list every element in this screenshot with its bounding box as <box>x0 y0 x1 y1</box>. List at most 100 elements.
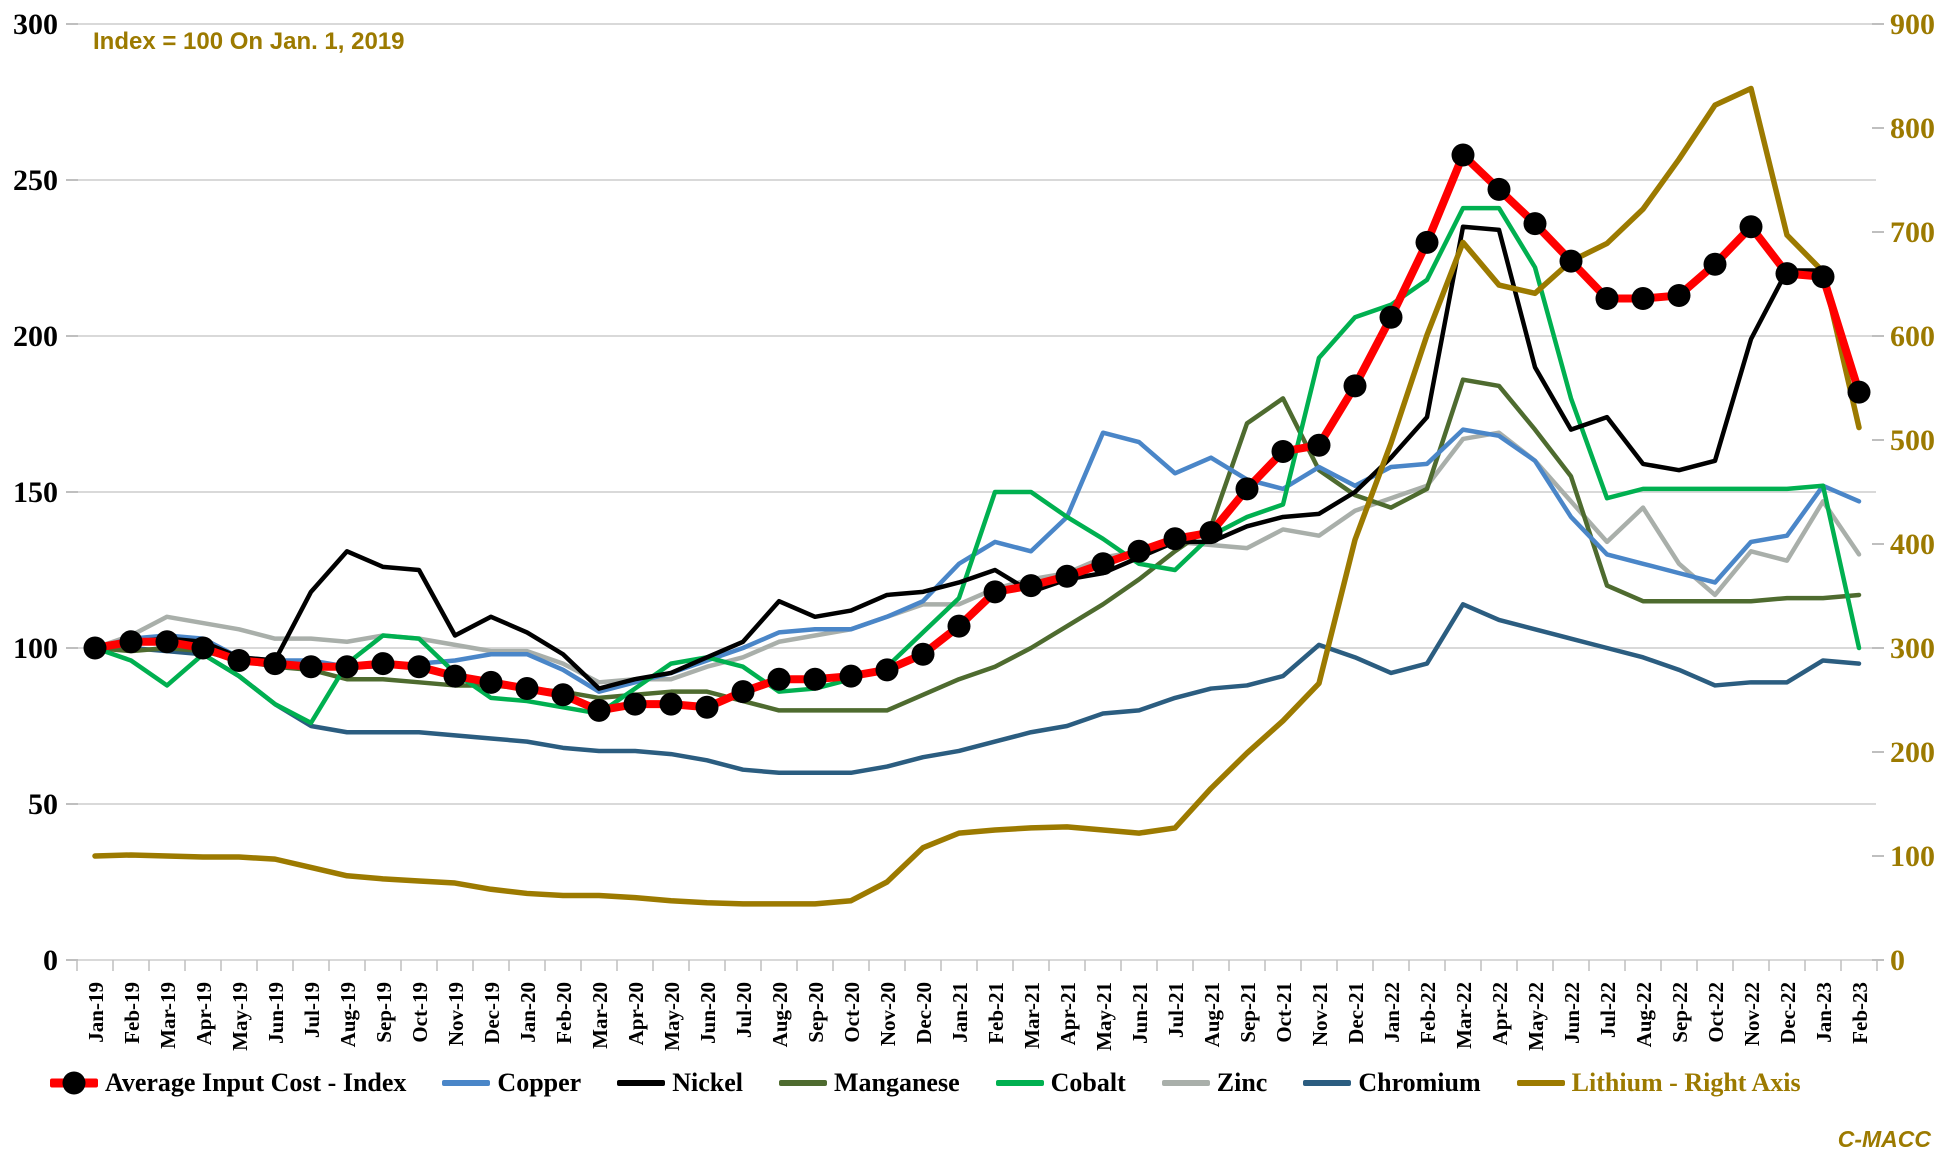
chart-legend: Average Input Cost - Index Copper Nickel Ma… <box>50 1068 1801 1098</box>
x-axis-label: Jan-19 <box>84 982 108 1043</box>
series-marker-dot <box>1163 527 1187 551</box>
legend-marker-icon <box>50 1071 98 1095</box>
legend-item-cobalt: Cobalt <box>995 1068 1126 1098</box>
series-line-lithium-right-axis <box>92 85 1862 907</box>
series-marker-dot <box>1127 539 1151 563</box>
legend-line-swatch <box>1516 1080 1565 1086</box>
series-marker-dot <box>1055 564 1079 588</box>
legend-item-nickel: Nickel <box>617 1068 743 1098</box>
left-axis-label: 100 <box>13 632 58 665</box>
legend-item-average-input-cost-index: Average Input Cost - Index <box>50 1068 406 1098</box>
x-axis-label: Feb-22 <box>1416 982 1440 1044</box>
series-marker-dot <box>947 614 971 638</box>
x-axis-label: Dec-19 <box>480 982 504 1044</box>
x-axis-label: Aug-20 <box>768 982 792 1047</box>
legend-marker-icon <box>442 1071 491 1095</box>
left-axis-label: 300 <box>13 8 58 41</box>
series-marker-dot <box>1811 265 1835 289</box>
series-marker-dot <box>659 692 683 716</box>
legend-line-swatch <box>778 1080 827 1086</box>
x-axis-label: Aug-21 <box>1200 982 1224 1047</box>
x-axis-label: Apr-20 <box>624 982 648 1045</box>
series-marker-dot <box>479 670 503 694</box>
legend-marker-icon <box>995 1071 1044 1095</box>
series-marker-dot <box>551 683 575 707</box>
series-line-manganese <box>92 377 1862 713</box>
left-axis-label: 150 <box>13 476 58 509</box>
x-axis-label: Jul-20 <box>732 982 756 1038</box>
legend-marker-icon <box>1516 1071 1565 1095</box>
series-marker-dot <box>155 630 179 654</box>
series-marker-dot <box>371 652 395 676</box>
legend-item-lithium-right-axis: Lithium - Right Axis <box>1516 1068 1801 1098</box>
x-axis-label: Feb-19 <box>120 982 144 1044</box>
right-axis-label: 0 <box>1890 944 1905 977</box>
series-line-cobalt <box>92 205 1862 726</box>
legend-marker-icon <box>1303 1071 1352 1095</box>
x-axis-label: Jul-22 <box>1596 982 1620 1038</box>
series-marker-dot <box>1739 215 1763 239</box>
right-axis-label: 600 <box>1890 320 1935 353</box>
series-marker-dot <box>731 680 755 704</box>
series-marker-dot <box>1451 143 1475 167</box>
legend-label: Cobalt <box>1050 1068 1126 1097</box>
series-marker-dot <box>767 667 791 691</box>
left-axis-label: 200 <box>13 320 58 353</box>
x-axis-label: Jan-20 <box>516 982 540 1043</box>
x-axis-label: Aug-19 <box>336 982 360 1047</box>
right-axis-label: 200 <box>1890 736 1935 769</box>
series-marker-dot <box>875 658 899 682</box>
x-axis-label: Nov-19 <box>444 982 468 1046</box>
legend-label: Average Input Cost - Index <box>105 1068 407 1097</box>
legend-marker-icon <box>1161 1071 1210 1095</box>
x-axis-label: Apr-21 <box>1056 982 1080 1045</box>
series-marker-dot <box>983 580 1007 604</box>
left-axis-label: 250 <box>13 164 58 197</box>
series-line-average-input-cost-index <box>91 151 1863 715</box>
x-axis-label: Jan-22 <box>1380 982 1404 1043</box>
legend-label: Zinc <box>1216 1068 1268 1097</box>
series-marker-dot <box>623 692 647 716</box>
series-marker-dot <box>83 636 107 660</box>
series-marker-dot <box>1595 287 1619 311</box>
series-marker-dot <box>1487 177 1511 201</box>
right-axis-label: 500 <box>1890 424 1935 457</box>
x-axis-label: Jun-21 <box>1128 982 1152 1044</box>
x-axis-label: Nov-22 <box>1740 982 1764 1046</box>
x-axis-label: Dec-20 <box>912 982 936 1044</box>
series-marker-dot <box>1307 433 1331 457</box>
x-axis-label: Aug-22 <box>1632 982 1656 1047</box>
series-marker-dot <box>1343 374 1367 398</box>
x-axis-label: Mar-20 <box>588 982 612 1049</box>
legend-line-swatch <box>442 1080 491 1086</box>
legend-marker-icon <box>617 1071 666 1095</box>
legend-dot-icon <box>62 1071 86 1095</box>
x-axis-label: Sep-20 <box>804 982 828 1043</box>
series-marker-dot <box>1199 521 1223 545</box>
chart-annotation: Index = 100 On Jan. 1, 2019 <box>93 28 405 55</box>
x-axis-label: Dec-22 <box>1776 982 1800 1044</box>
x-axis-label: Oct-19 <box>408 982 432 1043</box>
x-axis-label: Jan-23 <box>1812 982 1836 1043</box>
x-axis-label: Sep-19 <box>372 982 396 1043</box>
legend-item-manganese: Manganese <box>778 1068 960 1098</box>
series-marker-dot <box>1631 287 1655 311</box>
series-marker-dot <box>695 695 719 719</box>
legend-label: Chromium <box>1358 1068 1481 1097</box>
legend-label: Lithium - Right Axis <box>1571 1068 1801 1097</box>
x-axis-label: Nov-20 <box>876 982 900 1046</box>
legend-line-swatch <box>1303 1080 1352 1086</box>
x-axis-label: Jan-21 <box>948 982 972 1043</box>
x-axis-label: Mar-22 <box>1452 982 1476 1049</box>
legend-item-zinc: Zinc <box>1161 1068 1268 1098</box>
x-axis-label: Oct-21 <box>1272 982 1296 1043</box>
series-marker-dot <box>1271 439 1295 463</box>
legend-label: Nickel <box>672 1068 743 1097</box>
series-marker-dot <box>1415 230 1439 254</box>
x-axis-label: Feb-23 <box>1848 982 1872 1044</box>
legend-item-copper: Copper <box>442 1068 581 1098</box>
right-axis-label: 900 <box>1890 8 1935 41</box>
legend-line-swatch <box>995 1080 1044 1086</box>
